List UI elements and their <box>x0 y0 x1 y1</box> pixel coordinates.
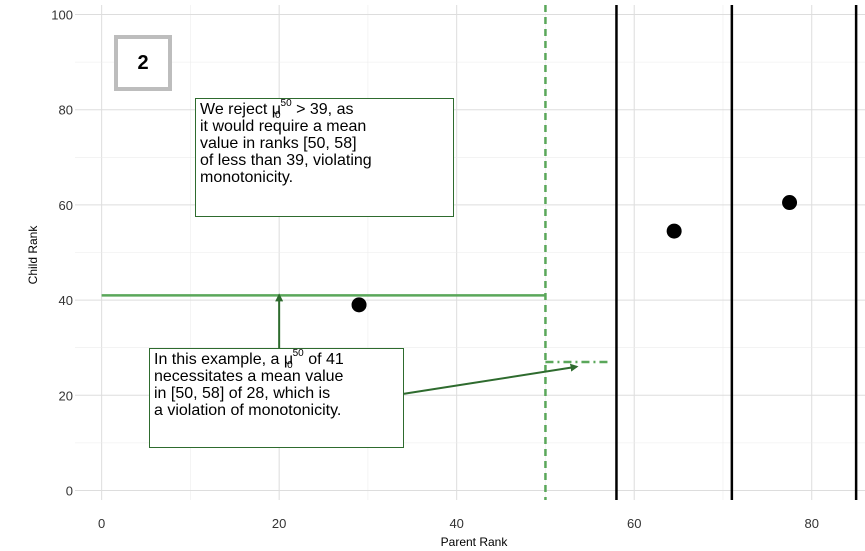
data-point <box>666 223 682 239</box>
x-tick-label: 60 <box>627 516 641 531</box>
annotation-line: a violation of monotonicity. <box>154 402 342 419</box>
annotation-fragment-sub: 0 <box>274 110 281 121</box>
y-tick-label: 0 <box>66 483 73 498</box>
x-tick-label: 20 <box>272 516 286 531</box>
data-point <box>782 195 798 211</box>
x-tick-label: 0 <box>98 516 105 531</box>
y-tick-label: 20 <box>59 388 73 403</box>
annotation-line: it would require a mean <box>200 118 367 135</box>
annotation-line: necessitates a mean value <box>154 368 344 385</box>
y-axis-title: Child Rank <box>26 225 40 285</box>
annotation-fragment-pre: We reject μ <box>200 101 281 118</box>
y-tick-label: 40 <box>59 293 73 308</box>
annotation-fragment-post: of 41 <box>303 351 344 368</box>
annotation-example: In this example, a μ050 of 41 necessitate… <box>149 348 404 448</box>
x-axis-ticks: 0 20 40 60 80 <box>98 516 819 531</box>
y-tick-label: 100 <box>51 8 73 23</box>
annotation-line: in [50, 58] of 28, which is <box>154 385 331 402</box>
y-tick-label: 80 <box>59 103 73 118</box>
annotation-fragment-sub: 0 <box>287 360 293 371</box>
annotation-line: monotonicity. <box>200 169 294 186</box>
y-tick-label: 60 <box>59 198 73 213</box>
y-axis-ticks: 0 20 40 60 80 100 <box>51 8 73 499</box>
annotation-fragment-post: > 39, as <box>291 101 354 118</box>
annotation-reject: We reject μ050 > 39, as it would require … <box>195 98 454 217</box>
annotation-fragment-sup: 50 <box>292 348 304 359</box>
annotation-fragment-sup: 50 <box>280 98 292 109</box>
x-axis-title: Parent Rank <box>441 535 509 549</box>
x-tick-label: 40 <box>449 516 463 531</box>
data-point <box>351 297 367 313</box>
annotation-line: value in ranks [50, 58] <box>200 135 357 152</box>
annotation-fragment-pre: In this example, a μ <box>154 351 294 368</box>
panel-number-badge: 2 <box>114 35 172 91</box>
annotation-line: of less than 39, violating <box>200 152 372 169</box>
x-tick-label: 80 <box>805 516 819 531</box>
data-points <box>351 195 798 313</box>
reference-lines <box>544 5 858 500</box>
annotation-line: In this example, a μ050 of 41 <box>154 348 399 371</box>
annotation-arrow <box>394 363 579 397</box>
annotation-line: We reject μ050 > 39, as <box>200 98 449 121</box>
threshold-segments <box>101 294 608 364</box>
